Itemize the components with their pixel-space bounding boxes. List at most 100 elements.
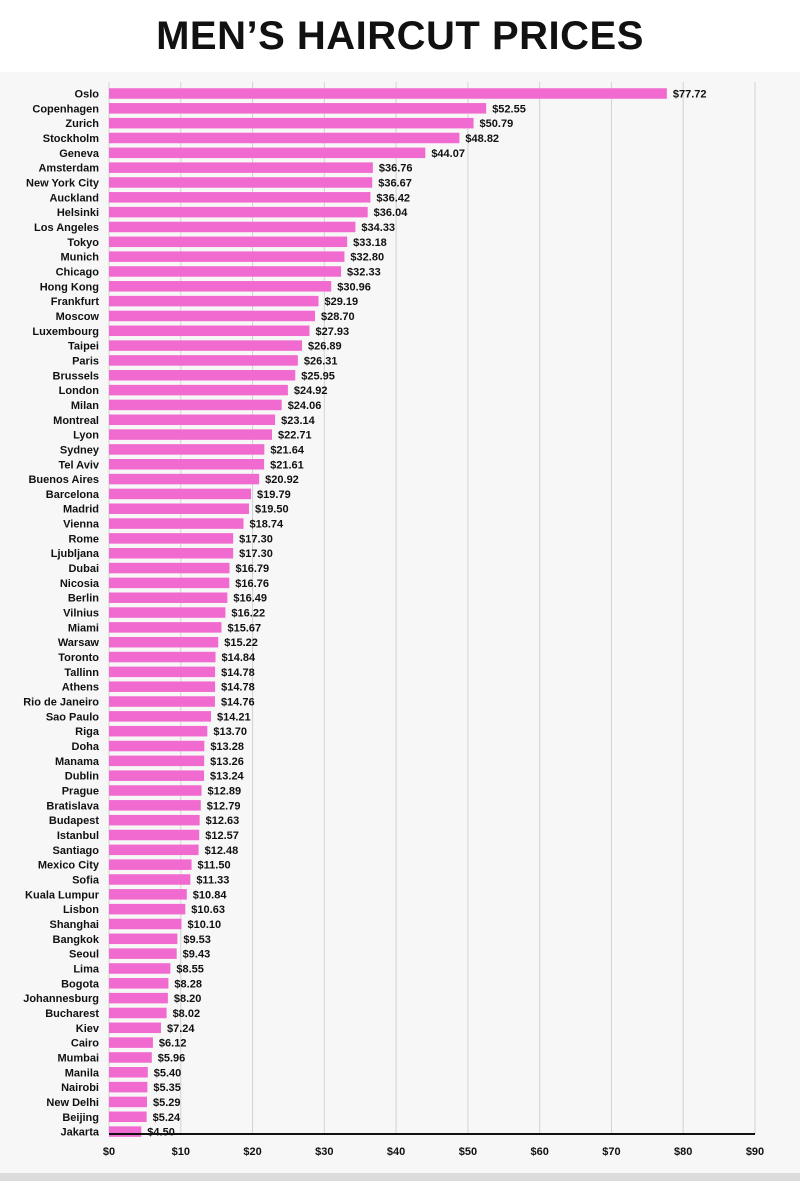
value-label: $16.49 <box>233 593 267 605</box>
category-label: Sydney <box>60 444 100 456</box>
bar <box>109 414 276 426</box>
bar <box>109 444 265 455</box>
bar <box>109 740 205 752</box>
value-label: $8.02 <box>173 1008 201 1020</box>
category-label: Buenos Aires <box>28 474 99 486</box>
value-label: $5.96 <box>158 1052 186 1064</box>
category-label: Munich <box>61 252 100 264</box>
bar <box>109 963 171 974</box>
value-label: $30.96 <box>337 281 371 293</box>
value-label: $5.29 <box>153 1097 181 1109</box>
value-label: $14.78 <box>221 667 255 679</box>
bar <box>109 206 368 218</box>
category-label: Warsaw <box>58 637 100 649</box>
bar <box>109 800 201 811</box>
category-label: Tallinn <box>64 667 99 679</box>
value-label: $26.31 <box>304 355 338 367</box>
bar <box>109 903 186 915</box>
bar <box>109 355 298 366</box>
value-label: $10.10 <box>187 919 221 931</box>
bar <box>109 370 296 381</box>
x-tick-label: $70 <box>602 1146 620 1158</box>
bar <box>109 592 228 603</box>
category-label: Rio de Janeiro <box>23 697 99 709</box>
bar <box>109 978 169 989</box>
bar <box>109 1037 153 1048</box>
x-tick-label: $80 <box>674 1146 692 1158</box>
category-label: Kuala Lumpur <box>25 889 100 901</box>
value-label: $14.78 <box>221 682 255 694</box>
bar <box>109 1022 161 1034</box>
value-label: $17.30 <box>239 533 273 545</box>
category-label: Doha <box>72 741 100 753</box>
bar <box>109 844 199 856</box>
value-label: $11.33 <box>196 874 229 886</box>
category-label: New York City <box>26 177 100 189</box>
bar <box>109 177 373 188</box>
value-label: $16.79 <box>236 563 270 575</box>
value-label: $52.55 <box>492 103 526 115</box>
value-label: $10.63 <box>191 904 225 916</box>
bar <box>109 103 487 114</box>
category-label: Barcelona <box>46 489 100 501</box>
chart-area: $0 $10 $20 $30 $40 $50 $60 $70 $80 $90 Oslo $77.72 C… <box>0 72 800 1173</box>
category-label: Copenhagen <box>32 103 99 115</box>
value-label: $36.76 <box>379 163 413 175</box>
bar <box>109 785 202 796</box>
category-label: Jakarta <box>60 1127 99 1139</box>
category-label: Bogota <box>61 978 100 990</box>
value-label: $16.22 <box>231 608 265 620</box>
value-label: $25.95 <box>301 370 335 382</box>
category-label: Nicosia <box>60 578 100 590</box>
bar <box>109 562 230 574</box>
bar <box>109 459 265 470</box>
category-label: Lisbon <box>63 904 99 916</box>
bar <box>109 295 319 307</box>
category-label: Manama <box>55 756 100 768</box>
category-label: Milan <box>71 400 99 412</box>
category-label: Oslo <box>75 89 100 101</box>
category-label: Cairo <box>71 1038 99 1050</box>
bar <box>109 1081 148 1093</box>
category-label: Sao Paulo <box>46 711 99 723</box>
bar <box>109 88 667 99</box>
bar <box>109 666 216 678</box>
x-tick-label: $0 <box>103 1146 115 1158</box>
category-label: Bucharest <box>45 1008 99 1020</box>
value-label: $14.21 <box>217 711 251 723</box>
value-label: $23.14 <box>281 415 316 427</box>
category-label: Nairobi <box>61 1082 99 1094</box>
value-label: $36.42 <box>376 192 410 204</box>
value-label: $28.70 <box>321 311 355 323</box>
value-label: $15.67 <box>227 622 261 634</box>
category-label: New Delhi <box>46 1097 99 1109</box>
category-label: Santiago <box>53 845 100 857</box>
value-label: $6.12 <box>159 1038 187 1050</box>
category-label: Geneva <box>59 148 100 160</box>
bar <box>109 814 200 826</box>
value-label: $48.82 <box>465 133 499 145</box>
category-label: Kiev <box>76 1023 100 1035</box>
category-label: Madrid <box>63 504 99 516</box>
value-label: $17.30 <box>239 548 273 560</box>
chart-title: MEN’S HAIRCUT PRICES <box>156 14 644 58</box>
category-label: Tel Aviv <box>58 459 99 471</box>
category-label: Budapest <box>49 815 99 827</box>
value-label: $5.35 <box>153 1082 181 1094</box>
bar <box>109 1111 147 1123</box>
category-label: Bratislava <box>46 800 99 812</box>
value-label: $77.72 <box>673 89 707 101</box>
category-label: Dubai <box>68 563 99 575</box>
category-label: Mexico City <box>38 860 100 872</box>
value-label: $12.57 <box>205 830 239 842</box>
category-label: London <box>59 385 100 397</box>
bar <box>109 340 303 351</box>
category-label: Los Angeles <box>34 222 99 234</box>
category-label: Moscow <box>56 311 100 323</box>
category-label: Prague <box>62 786 99 798</box>
bar <box>109 162 373 173</box>
category-label: Lyon <box>73 430 99 442</box>
category-label: Vienna <box>63 519 100 531</box>
category-label: Paris <box>72 355 99 367</box>
category-label: Riga <box>75 726 100 738</box>
